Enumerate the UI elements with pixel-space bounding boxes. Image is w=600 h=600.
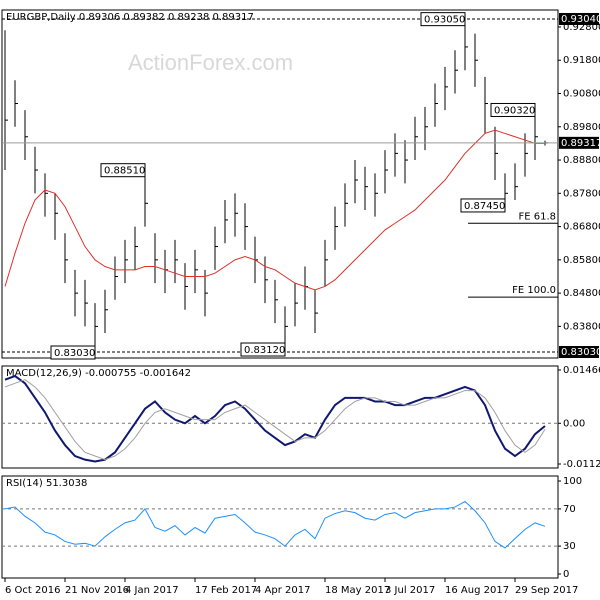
y-tick-label: 70 [563,504,576,515]
y-tick-label: 100 [563,476,582,487]
y-tick-label: 0.00 [563,418,585,429]
annotation-box [240,342,286,357]
annotation-label: 0.87450 [464,201,505,212]
x-tick-label: 4 Apr 2017 [255,585,310,596]
panel-frame [1,9,559,359]
x-tick-label: 17 Feb 2017 [195,585,257,596]
panel-title: EURGBP,Daily 0.89306 0.89382 0.89238 0.8… [6,12,254,23]
y-tick-label: 0.014661 [563,365,600,376]
annotation-label: 0.88510 [104,166,145,177]
annotation-label: 0.83120 [244,345,285,356]
annotation-label: 0.93050 [424,15,465,26]
y-tick-label: 0 [563,569,569,580]
watermark: ActionForex.com [128,50,293,75]
x-tick-label: 21 Nov 2016 [65,585,129,596]
fe-label: FE 100.0 [512,285,556,296]
panel-title: RSI(14) 51.3038 [6,478,87,489]
level-box [559,12,599,25]
annotation-box [420,12,466,27]
level-box [559,346,599,359]
x-tick-label: 16 Aug 2017 [445,585,509,596]
x-tick-label: 3 Jul 2017 [385,585,435,596]
panel-frame [1,475,559,579]
fe-label: FE 61.8 [518,211,556,222]
y-tick-label: 0.83800 [563,321,600,332]
panel-frame [1,365,559,469]
level-label: 0.89317 [561,138,600,149]
x-tick-label: 4 Jan 2017 [125,585,179,596]
annotation-label: 0.83030 [54,348,95,359]
x-tick-label: 18 May 2017 [325,585,390,596]
annotation-label: 0.90320 [494,105,535,116]
x-tick-label: 29 Sep 2017 [515,585,578,596]
moving-average [4,129,545,291]
panel-title: MACD(12,26,9) -0.000755 -0.001642 [6,368,191,379]
annotation-box [50,345,96,360]
y-tick-label: 30 [563,541,576,552]
indicator-line [4,379,546,461]
level-box [559,136,599,149]
y-tick-label: -0.011202 [563,459,600,470]
indicator-line [4,374,546,463]
annotation-box [460,198,506,213]
annotation-box [490,102,536,117]
annotation-box [100,163,146,178]
x-tick-label: 6 Oct 2016 [5,585,60,596]
indicator-line [4,500,546,549]
level-label: 0.83030 [561,347,600,358]
level-label: 0.93040 [561,14,600,25]
